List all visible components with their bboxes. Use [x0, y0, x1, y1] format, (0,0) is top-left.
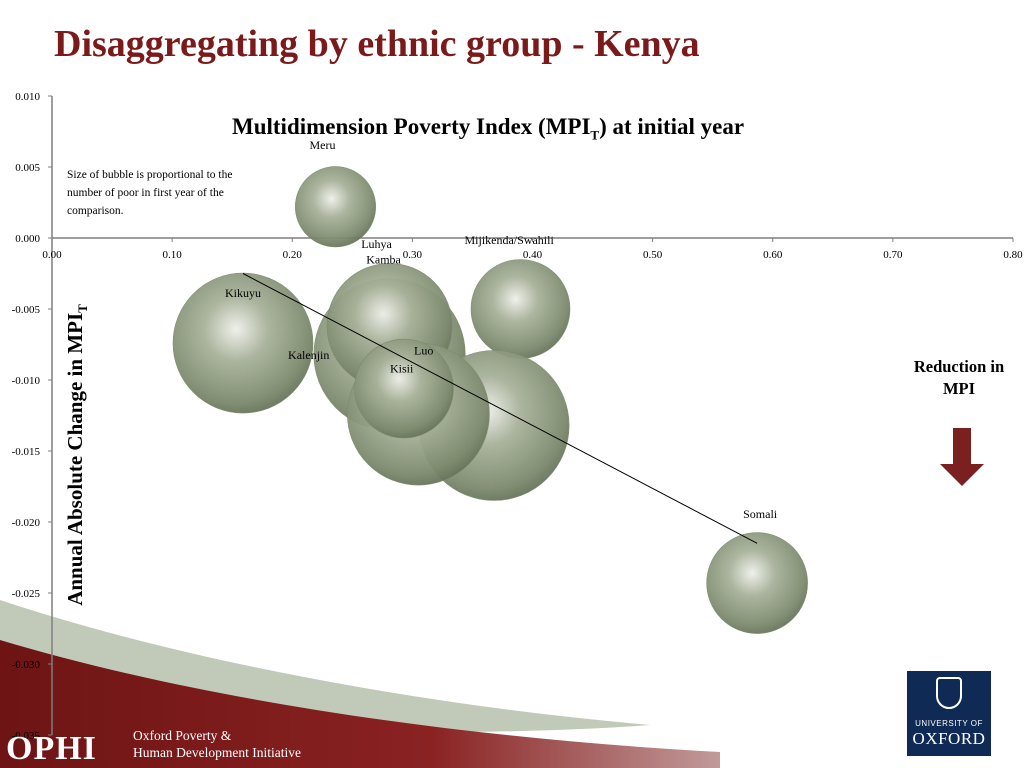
y-tick-label: -0.035: [12, 730, 41, 742]
x-tick-label: 0.30: [403, 249, 423, 261]
y-tick-label: -0.020: [12, 517, 41, 529]
oxford-logo-line2: OXFORD: [912, 729, 986, 748]
reduction-annotation-line1: Reduction in: [913, 357, 1005, 376]
chart-title-subscript: T: [590, 127, 600, 143]
bubble-size-note: Size of bubble is proportional to the nu…: [67, 169, 233, 217]
y-tick-label: -0.010: [12, 375, 41, 387]
x-tick-label: 0.10: [163, 249, 183, 261]
slide-title: Disaggregating by ethnic group - Kenya: [54, 23, 700, 65]
ophi-logo: OPHI: [6, 730, 97, 767]
x-tick-label: 0.00: [42, 249, 62, 261]
y-tick-label: -0.005: [12, 304, 41, 316]
y-axis-label-subscript: T: [75, 304, 91, 313]
reduction-annotation-line2: MPI: [942, 379, 976, 398]
y-tick-label: 0.010: [15, 91, 40, 103]
x-tick-label: 0.70: [883, 249, 903, 261]
point-label-kalenjin: Kalenjin: [288, 348, 329, 362]
point-label-somali: Somali: [743, 507, 778, 521]
reduction-annotation: Reduction in MPI: [898, 356, 1020, 400]
x-tick-label: 0.80: [1003, 249, 1023, 261]
bubble-mijikenda-swahili: [470, 259, 571, 359]
y-axis-label: Annual Absolute Change in MPIT: [63, 304, 91, 606]
chart-title-suffix: ) at initial year: [599, 114, 745, 139]
point-label-kikuyu: Kikuyu: [225, 286, 261, 300]
y-axis-label-text: Annual Absolute Change in MPI: [62, 312, 87, 606]
chart-title: Multidimension Poverty Index (MPIT) at i…: [232, 114, 744, 144]
bubble-somali: [706, 532, 808, 634]
oxford-logo-line1: UNIVERSITY OF: [915, 719, 983, 728]
oxford-crest-icon: [936, 677, 962, 709]
point-label-luo: Luo: [414, 343, 433, 357]
y-tick-label: -0.025: [12, 588, 41, 600]
y-tick-label: 0.000: [15, 233, 40, 245]
point-label-mijikenda-swahili: Mijikenda/Swahili: [464, 233, 554, 247]
point-label-kisii: Kisii: [390, 362, 414, 376]
point-label-luhya: Luhya: [361, 237, 392, 251]
footer-decoration: [0, 600, 720, 768]
x-tick-label: 0.40: [523, 249, 543, 261]
point-label-kamba: Kamba: [366, 252, 401, 266]
x-tick-label: 0.60: [763, 249, 783, 261]
bubble-kikuyu: [172, 272, 314, 414]
x-tick-label: 0.50: [643, 249, 663, 261]
oxford-logo: UNIVERSITY OF OXFORD: [907, 671, 991, 756]
chart-title-text: Multidimension Poverty Index (MPI: [232, 114, 591, 139]
y-tick-label: 0.005: [15, 162, 40, 174]
bubble-meru: [294, 166, 377, 248]
ophi-name-line2: Human Development Initiative: [133, 745, 301, 760]
x-tick-label: 0.20: [283, 249, 303, 261]
down-arrow-icon: [940, 428, 984, 486]
ophi-brand: OPHI Oxford Poverty & Human Development …: [0, 722, 330, 768]
trend-line: [242, 273, 758, 544]
bubble-kisii: [354, 338, 454, 439]
y-tick-label: -0.015: [12, 446, 41, 458]
point-label-meru: Meru: [309, 138, 335, 152]
ophi-name-line1: Oxford Poverty &: [133, 728, 232, 743]
y-tick-label: -0.030: [12, 659, 41, 671]
